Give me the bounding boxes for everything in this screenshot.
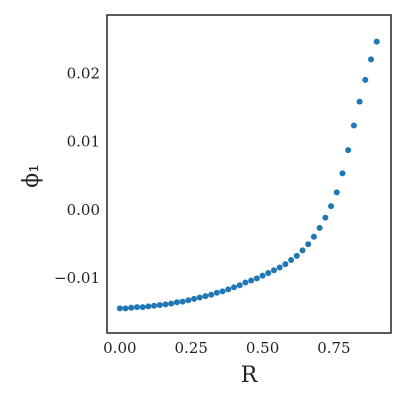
data-point [156,302,163,309]
data-point [196,294,203,301]
data-point [368,56,375,63]
data-point [202,293,209,300]
data-point [208,291,215,298]
data-point [270,267,277,274]
data-point [356,98,363,105]
data-point [191,295,198,302]
data-point [173,299,180,306]
data-point [248,277,255,284]
data-point [345,147,352,154]
data-point [179,298,186,305]
data-point [242,279,249,286]
data-point [288,256,295,263]
x-tick-label: 0.50 [246,339,279,357]
data-point [162,301,169,308]
data-point [236,282,243,289]
data-point [168,300,175,307]
data-point [151,302,158,309]
x-tick-label: 0.75 [317,339,350,357]
data-point [265,269,272,276]
data-point [339,170,346,177]
y-axis-label: ϕ₁ [19,164,44,188]
data-point [362,76,369,83]
data-point [328,203,335,210]
data-point [185,297,192,304]
data-point [322,214,329,221]
data-point [276,264,283,271]
data-point [282,261,289,268]
plot-frame [106,14,392,334]
data-point [293,252,300,259]
y-tick-label: 0.01 [67,133,100,151]
data-point [213,289,220,296]
data-point [305,241,312,248]
data-point [373,38,380,45]
data-point [219,288,226,295]
data-point [133,304,140,311]
y-tick-label: −0.01 [54,269,100,287]
data-point [259,272,266,279]
y-tick-label: 0.00 [67,201,100,219]
data-point [145,303,152,310]
x-axis-label: R [241,363,259,388]
data-point [122,305,129,312]
data-point [333,189,340,196]
data-point [253,275,260,282]
data-point [139,304,146,311]
data-point [350,122,357,129]
y-tick-label: 0.02 [67,64,100,82]
data-point [116,305,123,312]
x-tick-label: 0.00 [103,339,136,357]
data-point [128,304,135,311]
data-point [299,247,306,254]
data-point [310,233,317,240]
data-point [225,286,232,293]
data-point [316,224,323,231]
data-point [231,284,238,291]
x-tick-label: 0.25 [174,339,207,357]
